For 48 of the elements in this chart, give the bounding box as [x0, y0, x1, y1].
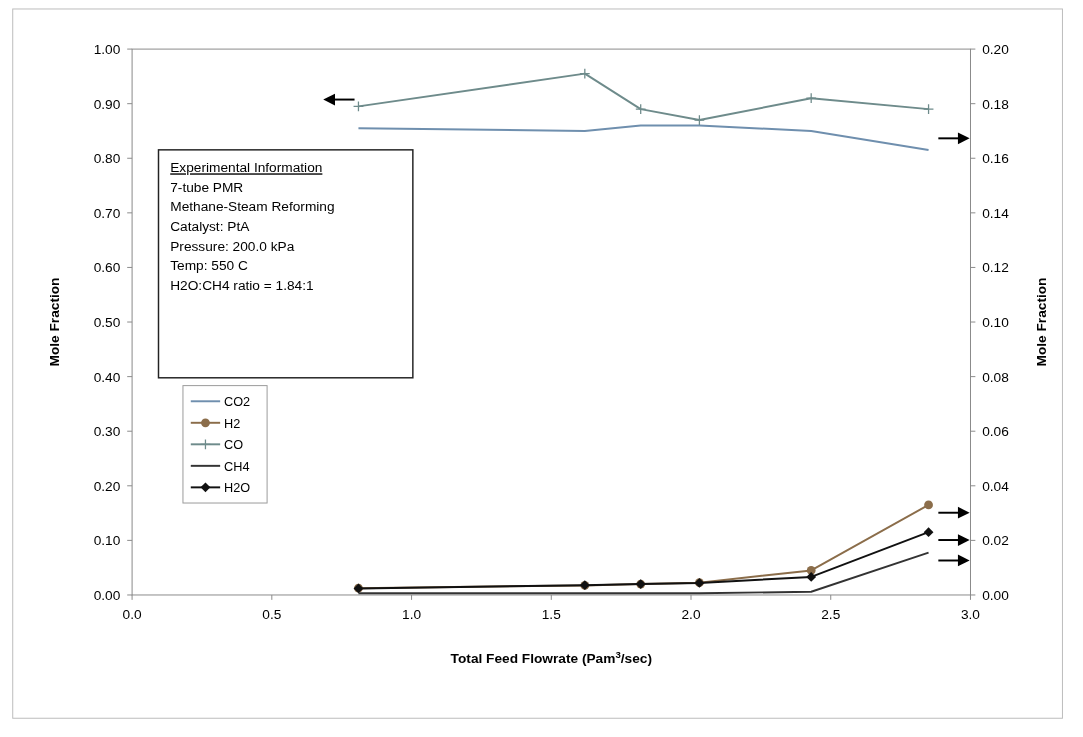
x-tick-label: 1.5	[541, 607, 562, 623]
y2-tick-label: 0.16	[982, 151, 1010, 167]
annotation: Catalyst: PtA	[170, 219, 251, 235]
annotation: Temp: 550 C	[170, 258, 248, 274]
y-tick-label: 0.00	[93, 587, 121, 603]
x-axis-title: Total Feed Flowrate (Pam$^{3}$/sec)	[450, 648, 652, 667]
y2-tick-label: 0.10	[982, 314, 1010, 330]
y2-axis-title: Mole Fraction	[1033, 277, 1049, 367]
y2-tick-label: 0.04	[982, 478, 1010, 494]
y2-tick-label: 0.00	[982, 587, 1010, 603]
annotation: H2O:CH4 ratio = 1.84:1	[170, 277, 314, 293]
y2-tick-label: 0.18	[982, 96, 1010, 112]
annotation: Experimental Information	[170, 160, 323, 176]
x-tick-label: 0.5	[262, 607, 282, 623]
x-tick-label: 3.0	[960, 607, 981, 623]
y-axis-title: Mole Fraction	[46, 277, 62, 367]
y-tick-label: 0.30	[93, 424, 121, 440]
y-tick-label: 0.50	[93, 314, 121, 330]
legend-label: H2	[224, 415, 241, 431]
legend-label: H2O	[224, 480, 251, 496]
y2-tick-label: 0.14	[982, 205, 1010, 221]
y-tick-label: 0.10	[93, 533, 121, 549]
y2-tick-label: 0.06	[982, 424, 1010, 440]
y-tick-label: 0.70	[93, 205, 121, 221]
x-tick-label: 2.5	[821, 607, 841, 623]
point	[924, 500, 933, 510]
y2-tick-label: 0.02	[982, 533, 1009, 549]
x-tick-label: 1.0	[402, 607, 422, 623]
y2-tick-label: 0.08	[982, 369, 1010, 385]
y-tick-label: 0.60	[93, 260, 121, 276]
y-tick-label: 0.20	[93, 478, 121, 494]
y2-tick-label: 0.20	[982, 41, 1010, 57]
annotation: Pressure: 200.0 kPa	[170, 238, 295, 254]
point	[923, 527, 934, 538]
point	[806, 572, 817, 582]
y-tick-label: 1.00	[93, 41, 121, 57]
legend-label: CH4	[224, 458, 250, 474]
y-tick-label: 0.80	[93, 151, 121, 167]
y-tick-label: 0.40	[93, 369, 121, 385]
y2-tick-label: 0.12	[982, 260, 1009, 276]
annotation: 7-tube PMR	[170, 179, 244, 195]
legend-label: CO2	[224, 394, 251, 410]
legend-label: CO	[224, 437, 244, 453]
y-tick-label: 0.90	[93, 96, 121, 112]
line-series	[357, 124, 930, 152]
annotation: Methane-Steam Reforming	[170, 199, 335, 215]
x-tick-label: 2.0	[681, 607, 701, 623]
x-tick-label: 0.0	[122, 607, 142, 623]
